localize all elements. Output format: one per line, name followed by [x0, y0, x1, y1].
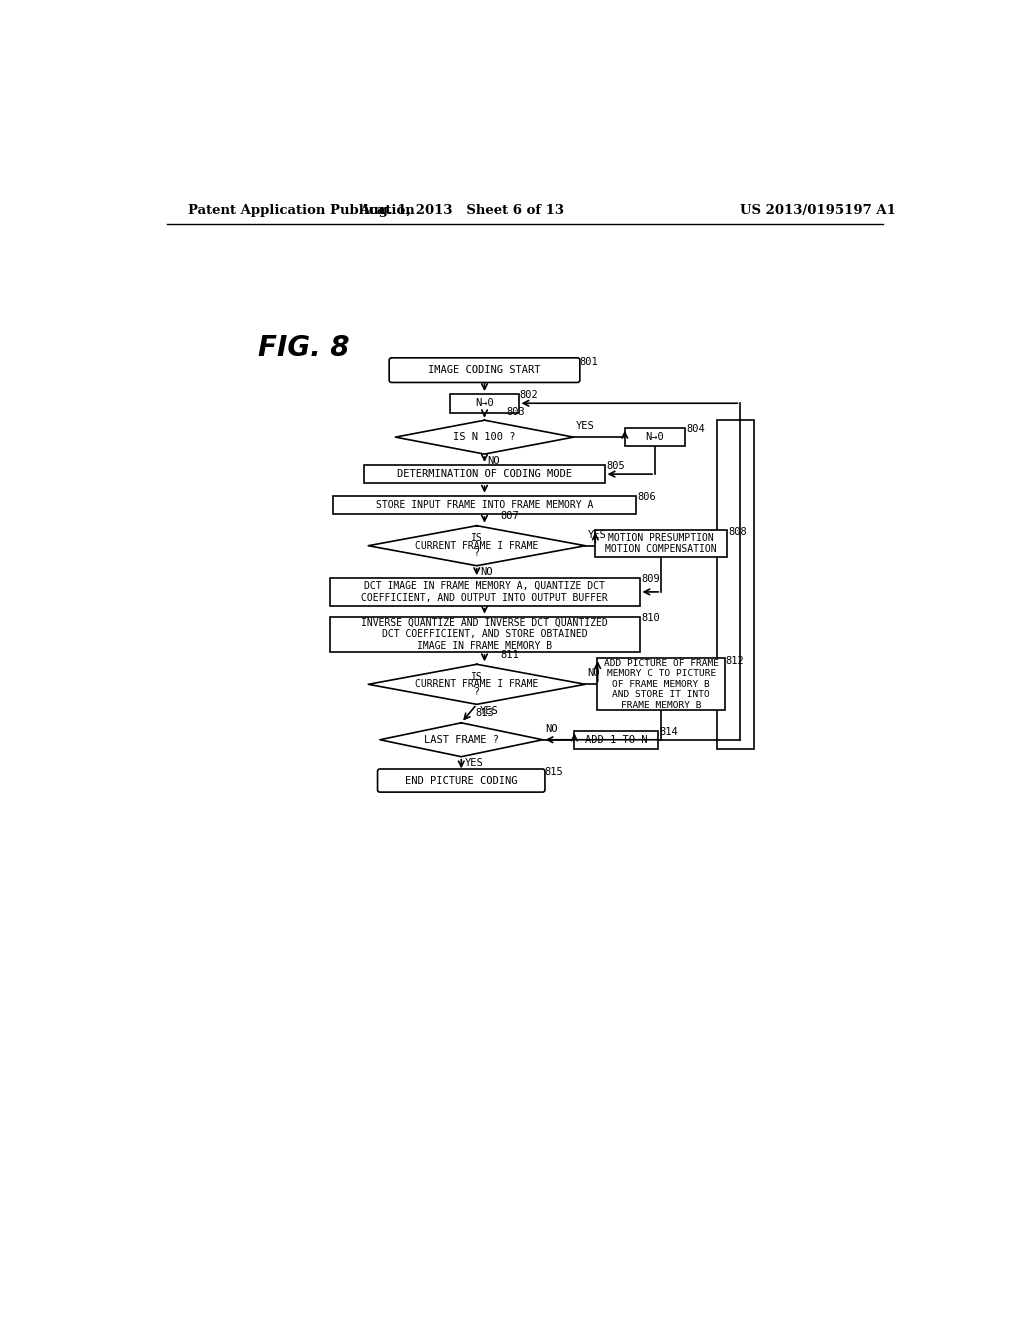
Text: END PICTURE CODING: END PICTURE CODING [406, 776, 517, 785]
Text: YES: YES [575, 421, 595, 430]
Text: Aug. 1, 2013   Sheet 6 of 13: Aug. 1, 2013 Sheet 6 of 13 [358, 205, 564, 218]
Bar [334, 496, 636, 515]
Text: YES: YES [480, 706, 499, 715]
Text: 813: 813 [475, 709, 494, 718]
Text: ?: ? [474, 686, 479, 697]
Text: MOTION PRESUMPTION
MOTION COMPENSATION: MOTION PRESUMPTION MOTION COMPENSATION [605, 532, 717, 554]
Bar [595, 529, 727, 557]
Text: IS: IS [471, 672, 482, 681]
Polygon shape [369, 664, 586, 705]
FancyBboxPatch shape [389, 358, 580, 383]
Text: FIG. 8: FIG. 8 [258, 334, 350, 362]
Text: 811: 811 [500, 649, 519, 660]
Text: 806: 806 [637, 492, 656, 502]
Bar [365, 465, 604, 483]
Text: 801: 801 [580, 358, 599, 367]
Text: ?: ? [474, 548, 479, 558]
Text: 812: 812 [726, 656, 744, 665]
Bar [330, 578, 640, 606]
Text: NO: NO [545, 723, 557, 734]
Text: DCT IMAGE IN FRAME MEMORY A, QUANTIZE DCT
COEFFICIENT, AND OUTPUT INTO OUTPUT BU: DCT IMAGE IN FRAME MEMORY A, QUANTIZE DC… [361, 581, 608, 603]
Text: LAST FRAME ?: LAST FRAME ? [424, 735, 499, 744]
Text: N→0: N→0 [475, 399, 494, 408]
Text: 804: 804 [686, 424, 705, 434]
Text: 803: 803 [506, 407, 525, 417]
Text: 810: 810 [641, 614, 659, 623]
Text: 814: 814 [658, 727, 678, 737]
Text: CURRENT FRAME I FRAME: CURRENT FRAME I FRAME [415, 680, 539, 689]
Text: IS N 100 ?: IS N 100 ? [454, 432, 516, 442]
Text: NO: NO [480, 568, 493, 577]
Text: YES: YES [588, 529, 606, 540]
Polygon shape [369, 525, 586, 566]
Text: NO: NO [487, 455, 500, 466]
Text: US 2013/0195197 A1: US 2013/0195197 A1 [739, 205, 896, 218]
Bar [574, 730, 658, 748]
Text: INVERSE QUANTIZE AND INVERSE DCT QUANTIZED
DCT COEFFICIENT, AND STORE OBTAINED
I: INVERSE QUANTIZE AND INVERSE DCT QUANTIZ… [361, 618, 608, 651]
Bar [717, 420, 755, 748]
Text: IS: IS [471, 533, 482, 543]
Text: 805: 805 [606, 461, 625, 471]
Polygon shape [380, 723, 543, 756]
Text: 815: 815 [544, 767, 563, 777]
Bar [597, 659, 725, 710]
Bar [625, 428, 685, 446]
FancyBboxPatch shape [378, 770, 545, 792]
Text: DETERMINATION OF CODING MODE: DETERMINATION OF CODING MODE [397, 469, 572, 479]
Text: ADD PICTURE OF FRAME
MEMORY C TO PICTURE
OF FRAME MEMORY B
AND STORE IT INTO
FRA: ADD PICTURE OF FRAME MEMORY C TO PICTURE… [604, 659, 719, 710]
Text: NO: NO [588, 668, 600, 678]
Text: ADD 1 TO N: ADD 1 TO N [585, 735, 647, 744]
Text: YES: YES [464, 758, 483, 768]
Text: CURRENT FRAME I FRAME: CURRENT FRAME I FRAME [415, 541, 539, 550]
Text: 802: 802 [519, 391, 539, 400]
Text: Patent Application Publication: Patent Application Publication [188, 205, 415, 218]
Polygon shape [395, 420, 573, 454]
Bar [451, 395, 518, 413]
Text: IMAGE CODING START: IMAGE CODING START [428, 366, 541, 375]
Text: STORE INPUT FRAME INTO FRAME MEMORY A: STORE INPUT FRAME INTO FRAME MEMORY A [376, 500, 593, 510]
Text: N→0: N→0 [645, 432, 665, 442]
Bar [330, 616, 640, 652]
Text: 808: 808 [729, 527, 748, 537]
Text: 809: 809 [641, 574, 659, 585]
Text: 807: 807 [500, 511, 519, 521]
